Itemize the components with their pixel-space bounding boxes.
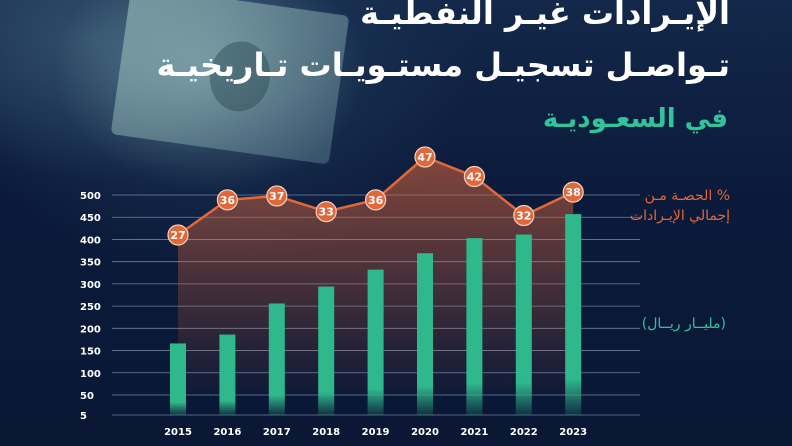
x-tick-label: 2016 <box>213 427 241 438</box>
y-tick-label: 250 <box>80 302 101 313</box>
share-point-label: 33 <box>319 206 334 219</box>
y-tick-label: 300 <box>80 280 101 291</box>
bar-2016 <box>219 334 236 415</box>
title-line-1: الإيـرادات غيـر النفطيـة <box>360 0 730 32</box>
unit-label: (مليــار ريــال) <box>641 316 726 332</box>
x-tick-label: 2023 <box>559 427 587 438</box>
share-point-2020 <box>414 146 436 168</box>
share-point-2016 <box>216 189 238 211</box>
share-point-2021 <box>463 165 485 188</box>
share-point-label: 38 <box>566 186 581 199</box>
x-tick-label: 2021 <box>460 427 488 438</box>
bar-2023 <box>565 214 582 415</box>
bar-2022 <box>515 234 532 415</box>
x-tick-label: 2020 <box>411 427 439 438</box>
share-point-2018 <box>315 201 337 223</box>
y-tick-label: 200 <box>80 324 101 335</box>
share-legend-line-1: % الحصـة مـن <box>644 188 730 204</box>
share-point-label: 27 <box>170 229 185 242</box>
bar-2018 <box>318 286 335 415</box>
share-point-label: 36 <box>368 194 384 207</box>
y-tick-label: 450 <box>80 213 101 224</box>
title-line-3: في السعـوديـة <box>542 104 728 134</box>
y-tick-label: 5 <box>80 411 87 422</box>
share-point-label: 42 <box>467 171 482 184</box>
share-legend: % الحصـة مـن إجمالي الإيـرادات <box>630 186 730 226</box>
bar-2015 <box>170 343 186 415</box>
y-tick-label: 400 <box>80 235 101 246</box>
share-point-2017 <box>266 185 288 207</box>
y-tick-label: 100 <box>80 369 101 380</box>
x-tick-label: 2015 <box>164 427 192 438</box>
y-tick-label: 50 <box>80 391 94 402</box>
share-legend-line-2: إجمالي الإيـرادات <box>629 208 730 224</box>
x-tick-label: 2019 <box>362 427 390 438</box>
x-tick-label: 2018 <box>312 427 340 438</box>
share-point-2019 <box>365 189 387 211</box>
bar-2019 <box>367 269 384 415</box>
x-tick-label: 2017 <box>263 427 291 438</box>
share-point-label: 36 <box>220 194 236 207</box>
bar-2017 <box>268 303 285 415</box>
title-line-2: تـواصـل تسجيـل مستـويـات تـاريخيـة <box>156 46 730 84</box>
share-point-2015 <box>167 224 189 246</box>
x-tick-label: 2022 <box>510 427 538 438</box>
x-axis-ticks: 2015 2016 2017 2018 2019 2020 2021 2022 2023 <box>164 427 587 438</box>
bars <box>170 214 582 415</box>
bar-2021 <box>466 238 483 415</box>
share-points: 27 36 37 33 36 47 42 32 38 <box>167 146 584 246</box>
share-point-2022 <box>513 204 535 227</box>
share-point-label: 32 <box>516 210 531 223</box>
share-point-label: 47 <box>417 151 432 164</box>
y-tick-label: 350 <box>80 258 101 269</box>
share-point-label: 37 <box>269 190 284 203</box>
bar-2020 <box>417 253 433 415</box>
y-axis-ticks: 5 50 100 150 200 250 300 350 400 450 500 <box>80 191 101 422</box>
y-tick-label: 150 <box>80 347 101 358</box>
share-point-2023 <box>562 181 584 203</box>
y-tick-label: 500 <box>80 191 101 202</box>
